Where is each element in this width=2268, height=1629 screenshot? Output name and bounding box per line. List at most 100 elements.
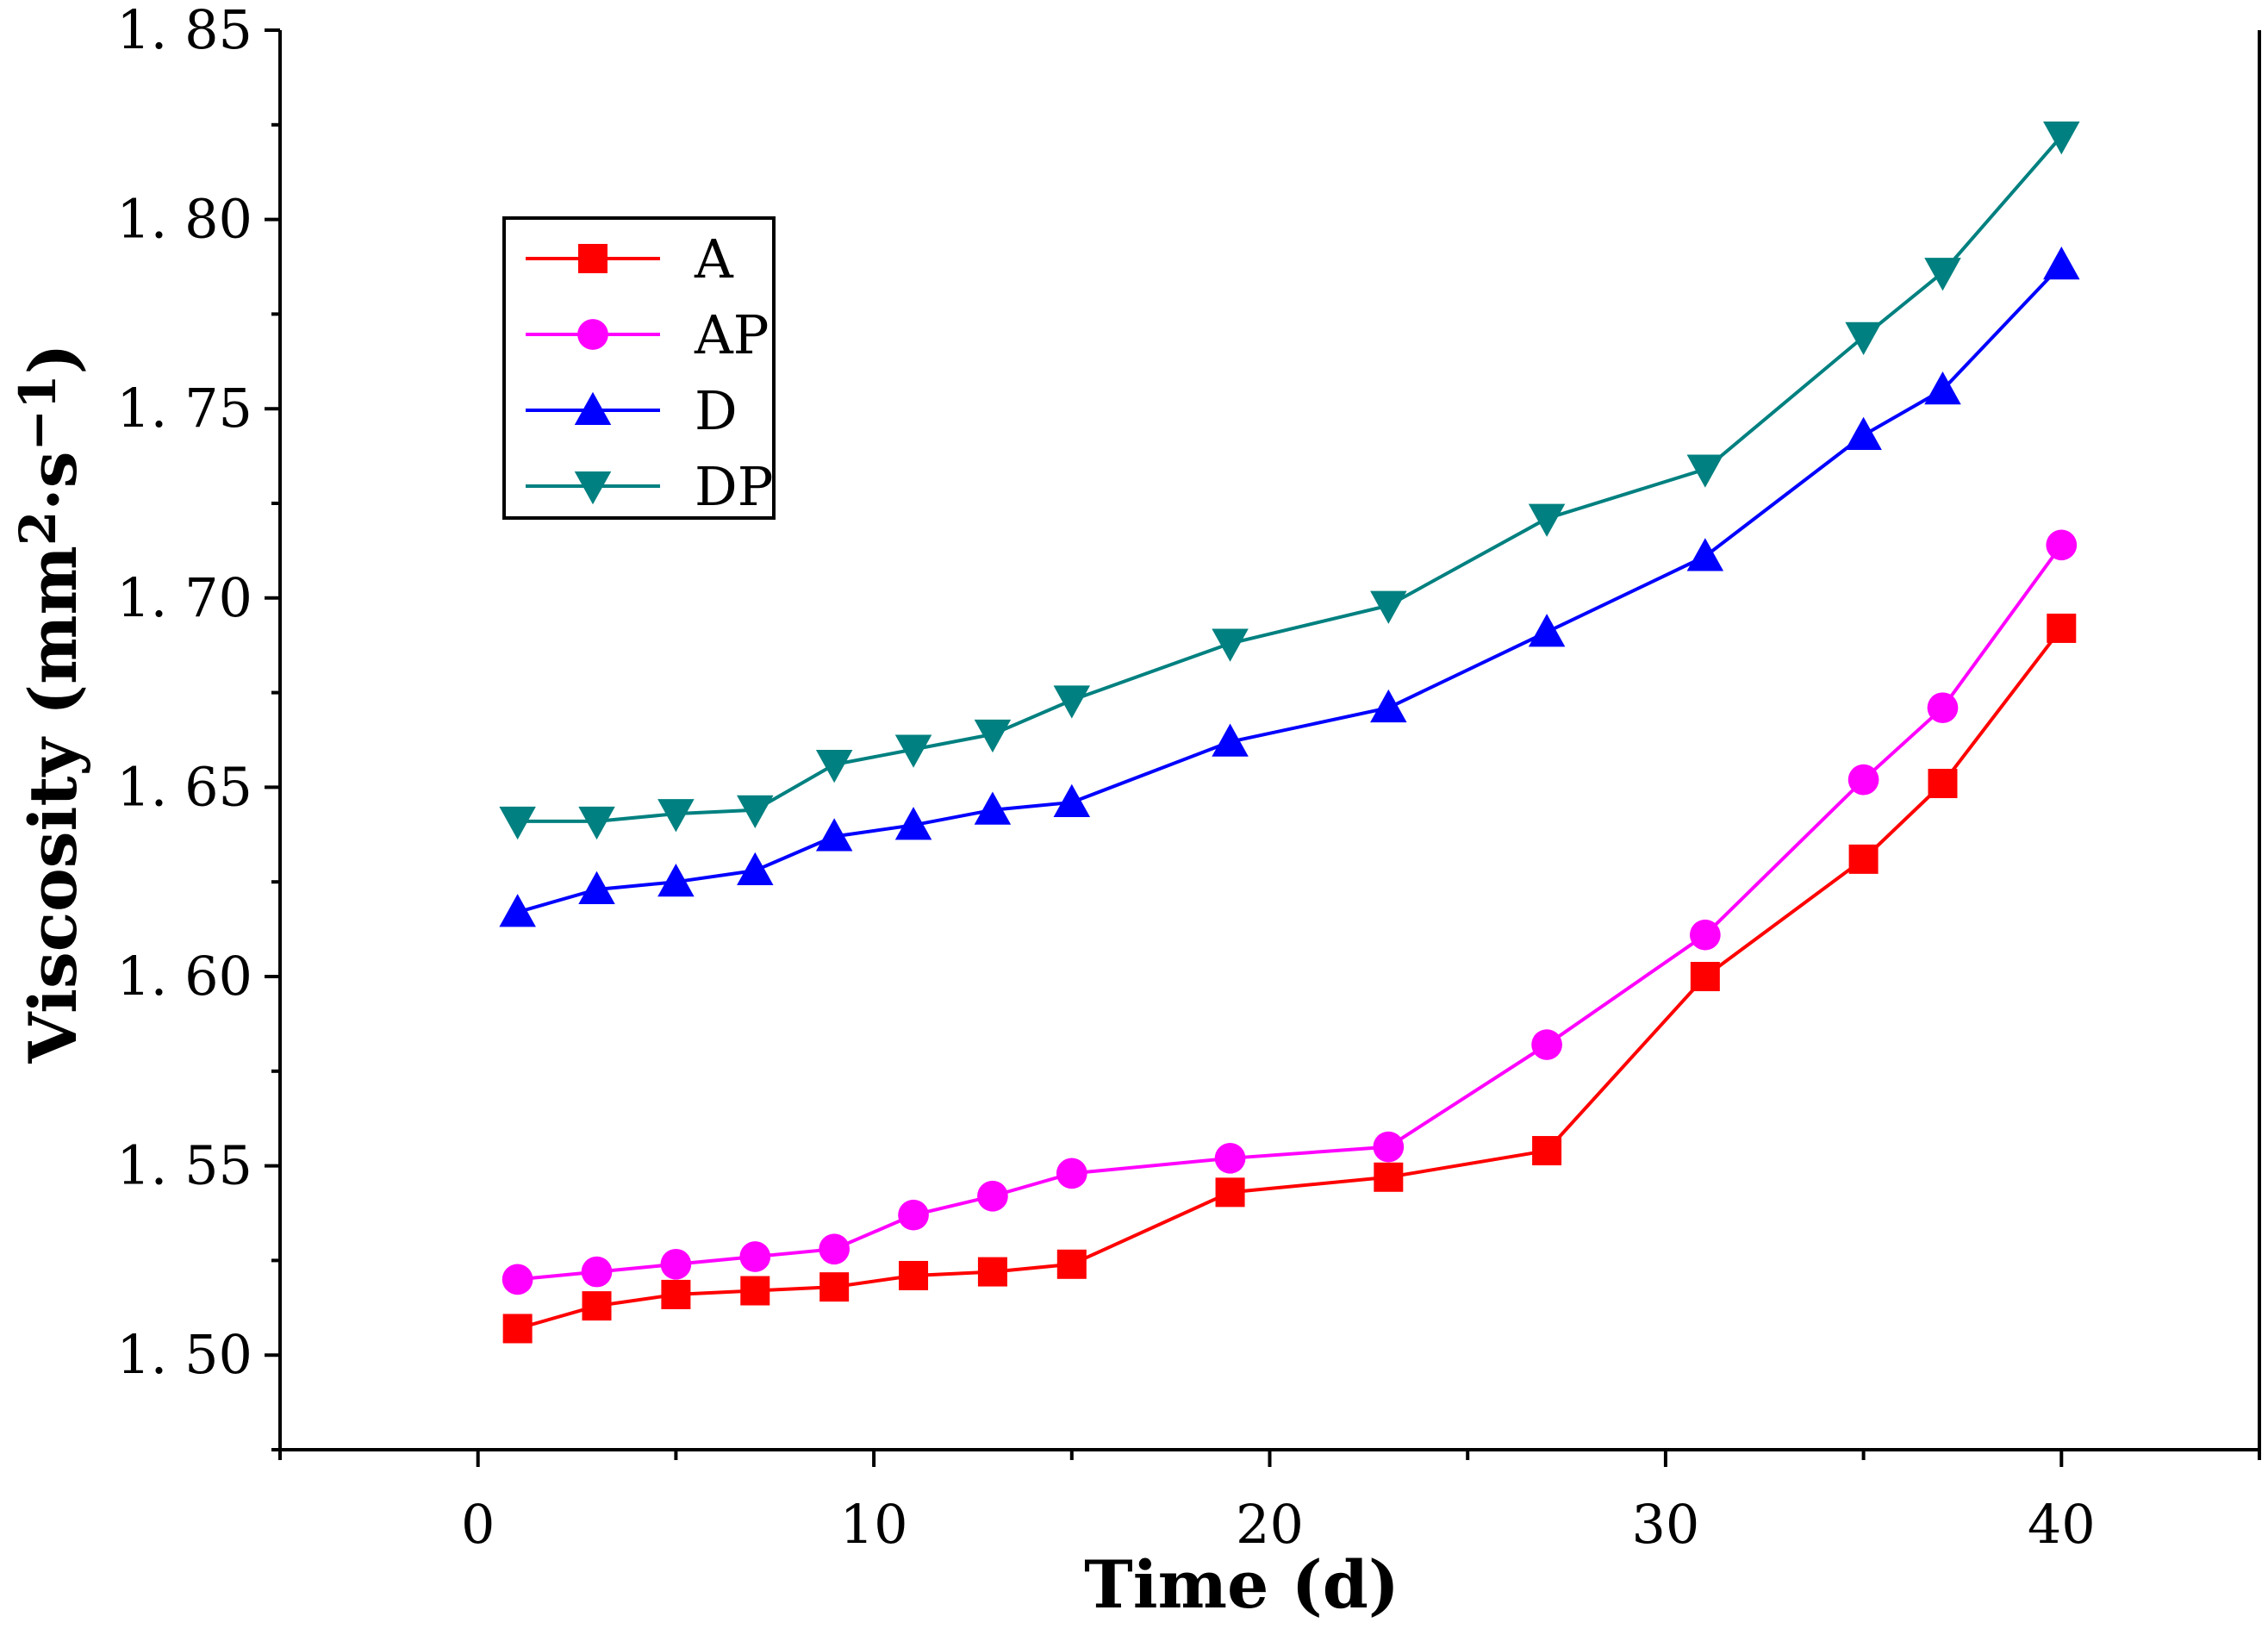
legend-item-A: A: [526, 228, 734, 290]
data-point-A: [1690, 962, 1720, 991]
data-point-A: [1532, 1136, 1562, 1166]
data-point-D: [2043, 247, 2080, 280]
data-point-AP: [977, 1180, 1008, 1212]
data-point-DP: [1686, 454, 1724, 488]
y-tick-label: 1. 65: [116, 755, 252, 818]
legend-item-D: D: [526, 379, 738, 442]
series-line-A: [517, 627, 2063, 1331]
data-point-DP: [499, 806, 536, 840]
x-axis-title: Time (d): [1084, 1546, 1399, 1623]
series-D: [499, 247, 2080, 927]
legend-label: D: [695, 379, 738, 442]
y-axis-title-part: Viscosity (mm: [15, 546, 91, 1064]
x-tick-label: 40: [2028, 1493, 2096, 1556]
legend-marker: [578, 244, 608, 273]
series-A: [502, 613, 2077, 1344]
legend-item-DP: DP: [526, 455, 773, 518]
y-tick-label: 1. 50: [116, 1323, 252, 1386]
data-point-D: [657, 863, 695, 897]
data-point-DP: [1212, 628, 1249, 662]
series-line-AP: [517, 544, 2063, 1282]
data-point-AP: [1373, 1131, 1405, 1163]
legend-box: [502, 216, 776, 520]
data-point-DP: [974, 719, 1012, 753]
data-point-D: [1845, 416, 1882, 450]
data-point-AP: [660, 1248, 692, 1280]
y-axis-title-part: ·s: [15, 451, 91, 510]
legend-marker: [574, 391, 612, 425]
data-point-AP: [1689, 919, 1721, 951]
data-point-D: [1924, 371, 1961, 405]
data-point-DP: [1528, 503, 1566, 537]
data-point-A: [740, 1276, 770, 1306]
y-axis-title-superscript: 2: [9, 511, 67, 546]
data-point-D: [1528, 614, 1566, 647]
series-AP: [502, 529, 2078, 1295]
legend-label: DP: [695, 455, 773, 518]
x-tick-label: 20: [1236, 1493, 1304, 1556]
data-point-AP: [898, 1199, 929, 1231]
data-point-D: [1053, 783, 1091, 817]
data-point-DP: [737, 795, 774, 829]
data-point-AP: [1056, 1158, 1087, 1189]
x-tick-label: 10: [840, 1493, 908, 1556]
data-point-A: [2047, 613, 2077, 643]
data-point-D: [894, 807, 932, 840]
y-tick-label: 1. 85: [116, 0, 252, 61]
data-point-A: [899, 1260, 929, 1290]
data-point-AP: [1847, 764, 1879, 796]
data-point-DP: [2043, 121, 2080, 155]
data-point-D: [499, 894, 536, 927]
y-axis-title: Viscosity (mm2·s−1): [9, 344, 91, 1064]
data-point-D: [1212, 723, 1249, 757]
data-point-AP: [502, 1264, 533, 1295]
data-point-D: [737, 852, 774, 886]
x-tick-label: 0: [461, 1493, 495, 1556]
data-point-DP: [1845, 321, 1882, 356]
y-tick-label: 1. 75: [116, 377, 252, 440]
data-point-DP: [815, 750, 853, 783]
data-point-D: [974, 791, 1012, 825]
y-tick-label: 1. 55: [116, 1134, 252, 1197]
data-point-DP: [578, 806, 615, 840]
legend-marker: [577, 319, 608, 350]
data-point-DP: [1370, 590, 1407, 624]
data-point-D: [815, 818, 853, 852]
data-point-D: [1370, 689, 1407, 723]
series-DP: [499, 121, 2080, 840]
legend-label: AP: [694, 303, 770, 366]
data-point-D: [578, 871, 615, 904]
legend: A AP D DP: [502, 216, 776, 520]
data-point-D: [1686, 538, 1724, 571]
data-point-A: [1056, 1249, 1087, 1279]
data-point-DP: [1053, 685, 1091, 719]
y-tick-label: 1. 70: [116, 566, 252, 629]
legend-marker: [574, 471, 612, 505]
y-tick-label: 1. 80: [116, 188, 252, 251]
legend-item-AP: AP: [526, 303, 770, 366]
y-axis-title-superscript: −1: [9, 374, 67, 451]
x-tick-label: 30: [1631, 1493, 1699, 1556]
data-point-AP: [2046, 529, 2078, 561]
data-point-AP: [1531, 1029, 1562, 1060]
y-tick-label: 1. 60: [116, 945, 252, 1008]
axes: 1. 50 1. 55 1. 60 1. 65 1. 70 1. 75 1. 80 1. 85…: [116, 0, 2261, 1556]
data-point-AP: [739, 1241, 771, 1272]
legend-label: A: [694, 228, 734, 290]
data-point-A: [1374, 1162, 1404, 1192]
data-point-AP: [1927, 692, 1959, 724]
data-point-AP: [1214, 1142, 1246, 1174]
data-point-A: [1848, 844, 1879, 874]
data-point-DP: [1924, 258, 1961, 291]
data-point-DP: [657, 799, 695, 833]
data-point-A: [977, 1257, 1007, 1287]
data-point-A: [582, 1291, 612, 1321]
series-layer: [499, 121, 2080, 1344]
data-point-A: [1215, 1177, 1245, 1208]
data-point-A: [661, 1279, 691, 1309]
data-point-A: [502, 1314, 533, 1344]
data-point-DP: [894, 734, 932, 768]
data-point-AP: [819, 1233, 850, 1265]
data-point-AP: [581, 1256, 613, 1288]
